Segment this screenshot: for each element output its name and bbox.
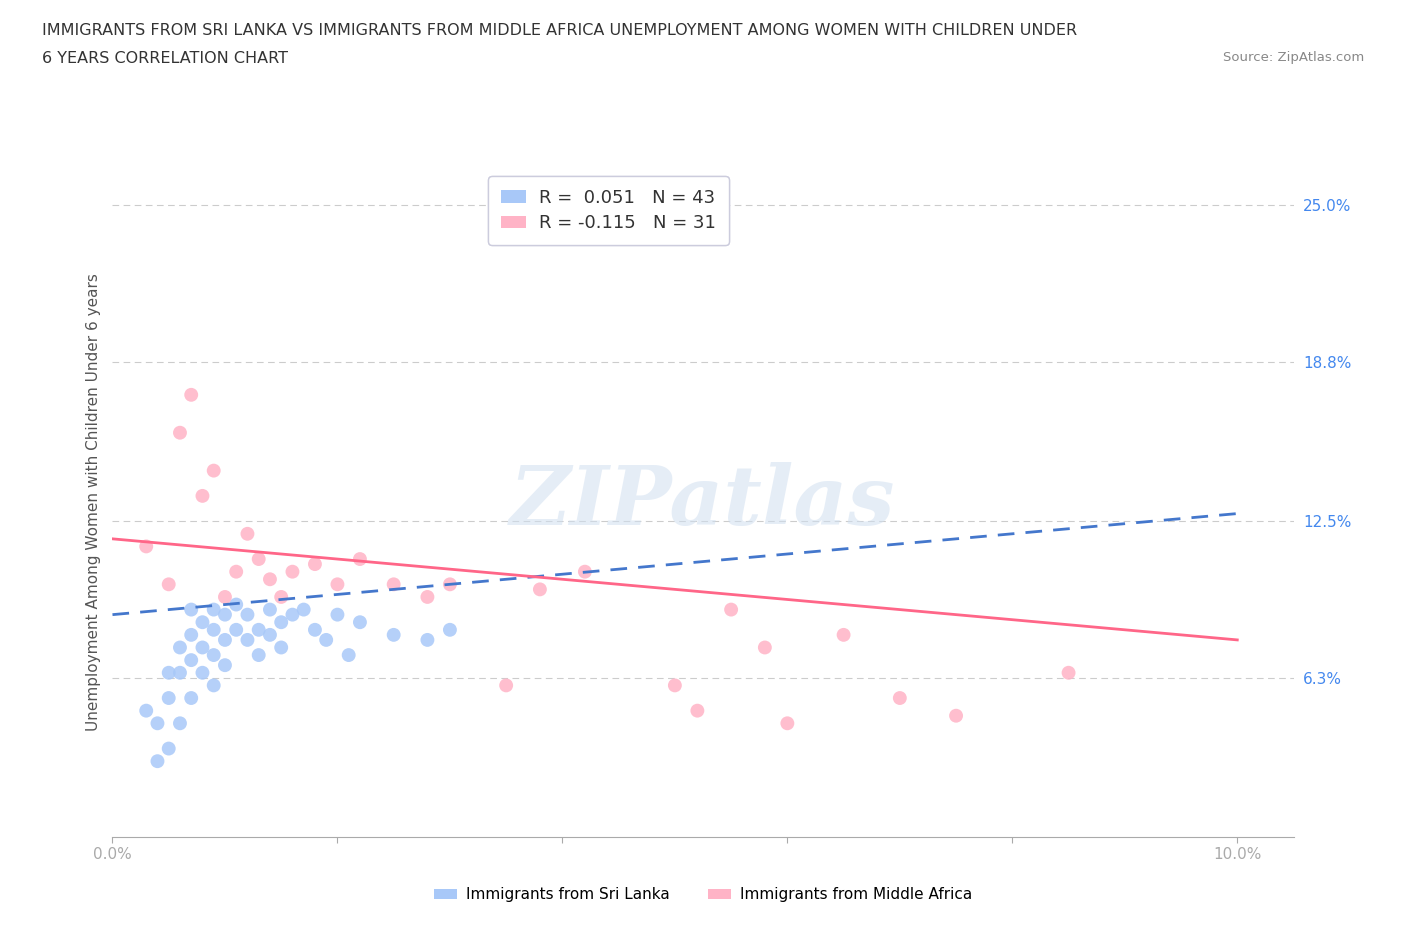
Point	[225, 565, 247, 579]
Point	[574, 565, 596, 579]
Y-axis label: Unemployment Among Women with Children Under 6 years: Unemployment Among Women with Children U…	[86, 273, 101, 731]
Point	[776, 716, 799, 731]
Point	[225, 597, 247, 612]
Text: Source: ZipAtlas.com: Source: ZipAtlas.com	[1223, 51, 1364, 64]
Point	[247, 551, 270, 566]
Point	[202, 622, 225, 637]
Point	[247, 622, 270, 637]
Point	[495, 678, 517, 693]
Point	[754, 640, 776, 655]
Point	[214, 658, 236, 672]
Legend: R =  0.051   N = 43, R = -0.115   N = 31: R = 0.051 N = 43, R = -0.115 N = 31	[488, 177, 728, 245]
Point	[270, 640, 292, 655]
Point	[304, 557, 326, 572]
Point	[191, 665, 214, 680]
Point	[416, 590, 439, 604]
Point	[169, 716, 191, 731]
Point	[439, 577, 461, 591]
Point	[169, 665, 191, 680]
Point	[191, 615, 214, 630]
Legend: Immigrants from Sri Lanka, Immigrants from Middle Africa: Immigrants from Sri Lanka, Immigrants fr…	[427, 882, 979, 909]
Point	[180, 628, 202, 643]
Point	[281, 607, 304, 622]
Point	[259, 628, 281, 643]
Point	[326, 577, 349, 591]
Point	[720, 602, 742, 617]
Point	[664, 678, 686, 693]
Point	[270, 615, 292, 630]
Text: ZIPatlas: ZIPatlas	[510, 462, 896, 542]
Point	[236, 632, 259, 647]
Point	[416, 632, 439, 647]
Point	[337, 647, 360, 662]
Point	[180, 388, 202, 403]
Point	[349, 615, 371, 630]
Point	[529, 582, 551, 597]
Point	[169, 425, 191, 440]
Point	[157, 691, 180, 706]
Point	[1057, 665, 1080, 680]
Point	[247, 647, 270, 662]
Point	[202, 647, 225, 662]
Point	[180, 691, 202, 706]
Text: IMMIGRANTS FROM SRI LANKA VS IMMIGRANTS FROM MIDDLE AFRICA UNEMPLOYMENT AMONG WO: IMMIGRANTS FROM SRI LANKA VS IMMIGRANTS …	[42, 23, 1077, 38]
Point	[304, 622, 326, 637]
Point	[259, 572, 281, 587]
Text: 6 YEARS CORRELATION CHART: 6 YEARS CORRELATION CHART	[42, 51, 288, 66]
Point	[686, 703, 709, 718]
Point	[214, 632, 236, 647]
Point	[225, 622, 247, 637]
Point	[202, 678, 225, 693]
Point	[382, 628, 405, 643]
Point	[157, 665, 180, 680]
Point	[832, 628, 855, 643]
Point	[191, 488, 214, 503]
Point	[157, 741, 180, 756]
Point	[236, 607, 259, 622]
Point	[281, 565, 304, 579]
Point	[326, 607, 349, 622]
Point	[439, 622, 461, 637]
Point	[315, 632, 337, 647]
Point	[349, 551, 371, 566]
Point	[135, 703, 157, 718]
Point	[135, 539, 157, 554]
Point	[180, 602, 202, 617]
Point	[202, 463, 225, 478]
Point	[270, 590, 292, 604]
Point	[382, 577, 405, 591]
Point	[259, 602, 281, 617]
Point	[214, 590, 236, 604]
Point	[157, 577, 180, 591]
Point	[169, 640, 191, 655]
Point	[292, 602, 315, 617]
Point	[236, 526, 259, 541]
Point	[889, 691, 911, 706]
Point	[202, 602, 225, 617]
Point	[180, 653, 202, 668]
Point	[191, 640, 214, 655]
Point	[146, 753, 169, 768]
Point	[214, 607, 236, 622]
Point	[146, 716, 169, 731]
Point	[945, 709, 967, 724]
